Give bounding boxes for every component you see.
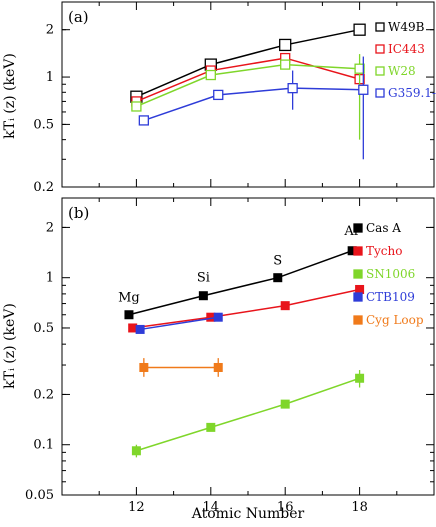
series-line-cas-a	[128, 250, 353, 316]
data-point-sn1006	[206, 422, 216, 432]
data-point-sn1006	[280, 399, 290, 409]
legend-marker-tycho	[353, 246, 363, 256]
series-ic443	[131, 52, 365, 107]
panel-a: (a) kTᵢ (z) (keV) 0.2 0.5 1 2 W49B IC443 W28 G…	[2, 1, 436, 195]
y-tick-label: 0.2	[33, 180, 54, 195]
y-tick-label: 0.1	[33, 438, 54, 453]
legend-label-cyg-loop: Cyg Loop	[366, 313, 424, 327]
y-tick-label: 0.2	[33, 387, 54, 402]
series-line-w28	[136, 63, 360, 108]
series-line-sn1006	[136, 377, 360, 452]
series-ctb109	[135, 312, 223, 334]
series-tycho	[128, 284, 365, 333]
panel-a-series	[130, 23, 369, 160]
data-point-g359-1-0-5	[138, 115, 149, 126]
series-line-g359-1-0-5	[143, 87, 364, 122]
panel-b-label: (b)	[68, 204, 89, 222]
series-g359-1-0-5	[138, 56, 369, 160]
legend-label-ctb109: CTB109	[366, 290, 415, 304]
data-point-cas-a	[198, 291, 208, 301]
panel-b-series	[124, 246, 365, 458]
element-label-mg: Mg	[118, 291, 140, 306]
series-cas-a	[124, 246, 357, 320]
legend-marker-w28	[375, 66, 385, 76]
x-tick-label: 12	[128, 500, 145, 515]
legend-marker-cas-a	[353, 223, 363, 233]
y-tick-label: 1	[46, 271, 54, 286]
data-point-g359-1-0-5	[287, 83, 298, 94]
data-point-w28	[280, 59, 291, 70]
legend-marker-ctb109	[353, 292, 363, 302]
data-point-w28	[205, 69, 216, 81]
series-line-tycho	[132, 288, 360, 329]
panel-b: (b) kTᵢ (z) (keV) Atomic Number 0.05 0.1 0…	[2, 197, 435, 522]
panel-a-legend: W49B IC443 W28 G359.1-0.5	[375, 20, 436, 100]
series-w49b	[130, 23, 366, 103]
panel-a-ylabel: kTᵢ (z) (keV)	[2, 53, 18, 139]
series-line-w49b	[136, 28, 360, 98]
panel-b-xlabel: Atomic Number	[191, 506, 305, 522]
x-tick-label: 18	[351, 500, 368, 515]
data-point-w49b	[353, 23, 366, 36]
series-sn1006	[131, 370, 365, 458]
series-cyg-loop	[139, 358, 223, 377]
panel-b-legend: Cas A Tycho SN1006 CTB109 Cyg Loop	[353, 221, 424, 327]
legend-marker-sn1006	[353, 269, 363, 279]
data-point-tycho	[128, 323, 138, 333]
panel-b-ylabel: kTᵢ (z) (keV)	[2, 303, 18, 389]
legend-label-tycho: Tycho	[366, 244, 402, 258]
data-point-sn1006	[131, 446, 141, 456]
panel-a-label: (a)	[68, 8, 89, 26]
data-point-tycho	[355, 284, 365, 294]
data-point-w49b	[279, 38, 292, 52]
data-point-w28	[131, 101, 142, 112]
legend-label-sn1006: SN1006	[366, 267, 415, 281]
series-line-ic443	[136, 57, 360, 103]
y-tick-label: 0.5	[33, 321, 54, 336]
data-point-g359-1-0-5	[358, 84, 369, 95]
legend-label-g359-1-0-5: G359.1-0.5	[388, 86, 436, 100]
element-label-s: S	[273, 253, 282, 268]
legend-marker-w49b	[375, 22, 385, 32]
y-tick-label: 2	[46, 220, 54, 235]
data-point-w28	[354, 63, 365, 74]
y-tick-label: 0.5	[33, 117, 54, 132]
y-tick-label: 2	[46, 23, 54, 38]
y-tick-label: 0.05	[25, 488, 54, 503]
data-point-cyg-loop	[139, 362, 149, 372]
legend-marker-g359-1-0-5	[375, 88, 385, 98]
legend-label-w28: W28	[388, 64, 416, 78]
element-label-si: Si	[197, 270, 210, 285]
series-line-ctb109	[140, 316, 219, 331]
x-tick-label: 14	[203, 500, 220, 515]
data-point-cas-a	[124, 310, 134, 320]
y-tick-label: 1	[46, 70, 54, 85]
x-tick-label: 16	[277, 500, 294, 515]
legend-label-cas-a: Cas A	[366, 221, 401, 235]
panel-b-frame	[61, 197, 435, 496]
series-w28	[131, 54, 365, 140]
data-point-tycho	[280, 301, 290, 311]
legend-marker-ic443	[375, 44, 385, 54]
legend-label-ic443: IC443	[388, 42, 425, 56]
legend-label-w49b: W49B	[388, 20, 425, 34]
legend-marker-cyg-loop	[353, 315, 363, 325]
data-point-sn1006	[355, 373, 365, 383]
data-point-ctb109	[213, 312, 223, 322]
data-point-g359-1-0-5	[213, 89, 224, 101]
panel-a-ticks: 0.2 0.5 1 2	[33, 1, 434, 195]
data-point-ctb109	[135, 324, 145, 334]
data-point-cyg-loop	[213, 362, 223, 372]
data-point-cas-a	[273, 273, 283, 283]
